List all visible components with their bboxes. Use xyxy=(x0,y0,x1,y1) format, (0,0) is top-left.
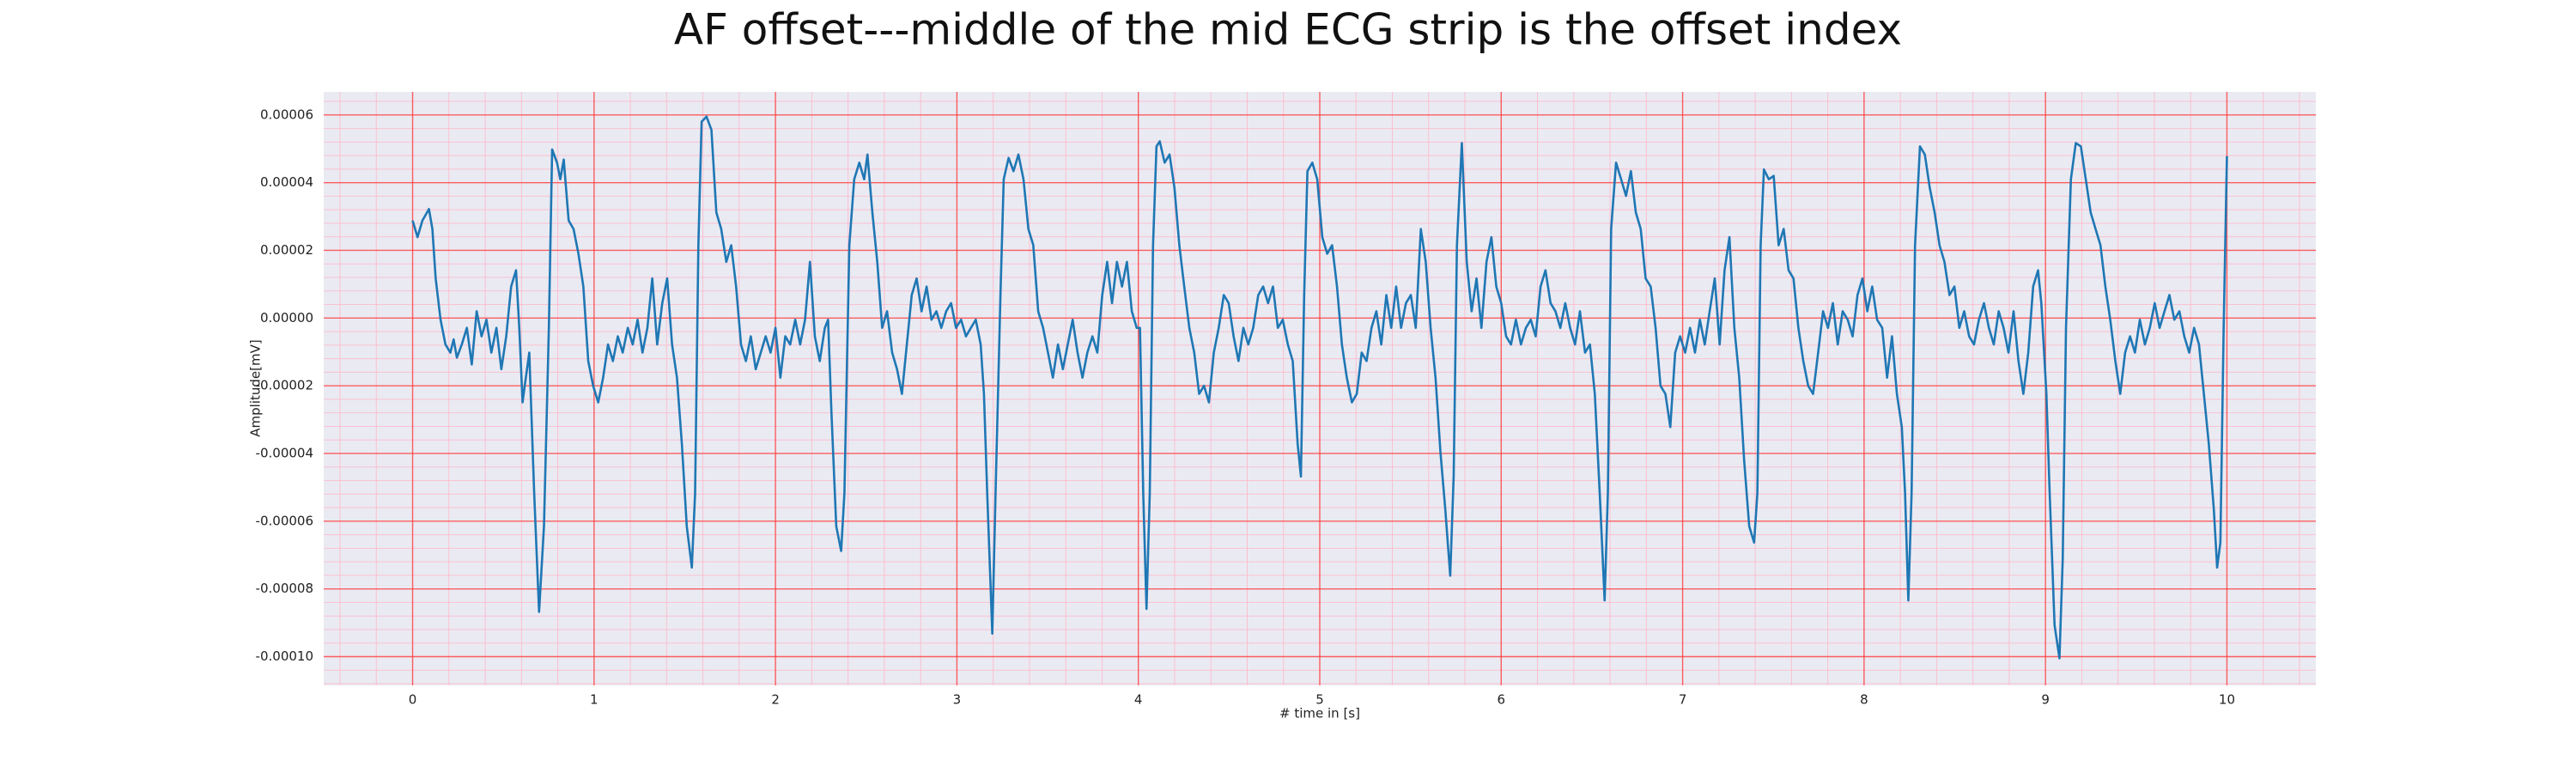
x-tick-label: 5 xyxy=(1315,692,1324,708)
y-tick-label: 0.00002 xyxy=(260,242,313,258)
x-tick-label: 2 xyxy=(771,692,780,708)
y-tick-label: -0.00006 xyxy=(256,513,313,528)
x-tick-label: 7 xyxy=(1679,692,1687,708)
y-tick-label: -0.00010 xyxy=(256,648,313,664)
y-axis-label: Amplitude[mV] xyxy=(248,339,264,436)
x-tick-label: 8 xyxy=(1860,692,1868,708)
x-tick-label: 1 xyxy=(590,692,598,708)
y-tick-label: 0.00006 xyxy=(260,107,313,122)
x-tick-label: 9 xyxy=(2041,692,2050,708)
y-tick-label: 0.00000 xyxy=(260,310,313,326)
y-tick-label: -0.00004 xyxy=(256,445,313,460)
x-tick-label: 6 xyxy=(1498,692,1506,708)
chart-title: AF offset---middle of the mid ECG strip … xyxy=(674,5,1902,55)
y-tick-label: 0.00004 xyxy=(260,174,313,190)
x-axis-label: # time in [s] xyxy=(1279,706,1360,721)
marks xyxy=(411,115,2228,660)
x-tick-label: 4 xyxy=(1134,692,1143,708)
x-tick-label: 3 xyxy=(953,692,962,708)
y-tick-label: -0.00002 xyxy=(256,378,313,393)
y-tick-label: -0.00008 xyxy=(256,581,313,596)
ecg-line xyxy=(411,115,2228,660)
x-tick-label: 0 xyxy=(409,692,417,708)
tick-labels: 0 1 2 3 4 5 6 7 8 9 10 -0.00010 -0.00008 -0.00006 -0.0… xyxy=(256,107,2235,707)
x-tick-label: 10 xyxy=(2219,692,2235,708)
